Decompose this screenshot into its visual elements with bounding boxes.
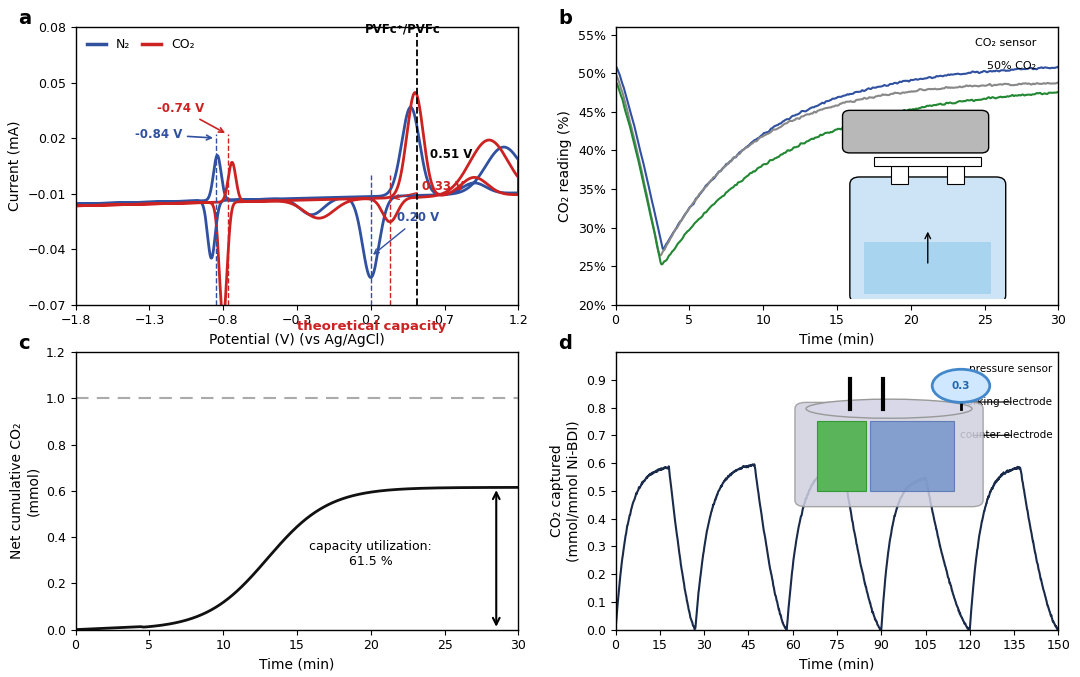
- Text: counter electrode: counter electrode: [960, 431, 1053, 440]
- Text: 0.20 V: 0.20 V: [374, 211, 440, 254]
- Text: theoretical capacity: theoretical capacity: [297, 320, 446, 333]
- Text: d: d: [558, 334, 572, 353]
- Text: 50% CO₂: 50% CO₂: [987, 62, 1037, 72]
- Y-axis label: CO₂ reading (%): CO₂ reading (%): [558, 110, 572, 222]
- X-axis label: Potential (V) (vs Ag/AgCl): Potential (V) (vs Ag/AgCl): [210, 333, 384, 347]
- Text: 0.33 V: 0.33 V: [394, 180, 464, 199]
- Text: pressure sensor: pressure sensor: [969, 364, 1053, 374]
- Text: -0.74 V: -0.74 V: [157, 102, 224, 132]
- Text: 0.51 V: 0.51 V: [430, 148, 472, 161]
- X-axis label: Time (min): Time (min): [799, 333, 875, 347]
- Y-axis label: Current (mA): Current (mA): [8, 121, 22, 211]
- Text: b: b: [558, 9, 572, 28]
- Y-axis label: CO₂ captured
(mmol/mmol Ni-BDI): CO₂ captured (mmol/mmol Ni-BDI): [550, 420, 580, 562]
- Text: PVFc⁺/PVFc: PVFc⁺/PVFc: [365, 22, 442, 36]
- Text: c: c: [18, 334, 29, 353]
- X-axis label: Time (min): Time (min): [259, 658, 335, 672]
- Legend: N₂, CO₂: N₂, CO₂: [82, 33, 200, 56]
- Y-axis label: Net cumulative CO₂
(mmol): Net cumulative CO₂ (mmol): [10, 422, 40, 559]
- Text: solution of
capture agent: solution of capture agent: [901, 204, 980, 225]
- Text: working electrode: working electrode: [958, 397, 1053, 407]
- Text: capacity utilization:
61.5 %: capacity utilization: 61.5 %: [310, 540, 432, 568]
- Text: a: a: [18, 9, 31, 28]
- Text: CO₂ sensor: CO₂ sensor: [975, 39, 1037, 48]
- X-axis label: Time (min): Time (min): [799, 658, 875, 672]
- Text: -0.84 V: -0.84 V: [135, 128, 212, 141]
